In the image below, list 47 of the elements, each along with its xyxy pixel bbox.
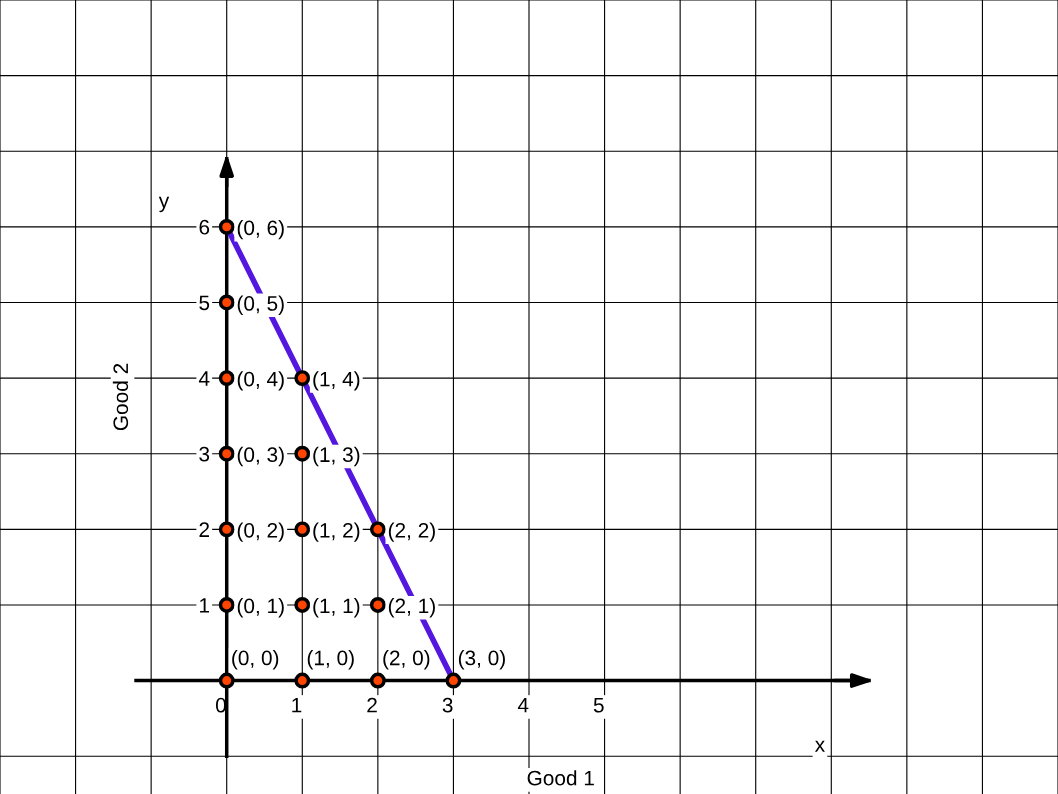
x-axis-title: Good 1 (527, 770, 594, 786)
data-label: (0, 3) (237, 446, 284, 467)
annotation: y (158, 196, 170, 213)
point (218, 445, 235, 462)
data-label: (1, 0) (307, 650, 354, 670)
data-label: (1, 2) (313, 522, 360, 542)
point (445, 672, 462, 689)
data-label: (0, 1) (237, 598, 284, 618)
data-label: (3, 0) (458, 650, 505, 670)
data-label: (0, 5) (237, 295, 284, 315)
point (218, 672, 235, 689)
point (369, 597, 386, 613)
y-tick-label: 2 (199, 522, 209, 537)
data-label: (0, 2) (237, 522, 284, 542)
point (218, 597, 235, 613)
y-tick-label: 4 (198, 371, 210, 386)
point (218, 521, 235, 538)
point (294, 521, 311, 538)
y-tick-label: 3 (199, 446, 210, 462)
data-label: (1, 3) (313, 446, 360, 467)
data-label: (0, 6) (237, 219, 284, 240)
x-tick-label: 5 (593, 698, 604, 713)
point (369, 521, 386, 538)
data-label: (2, 1) (388, 598, 435, 618)
data-label: (1, 4) (313, 371, 360, 391)
point (294, 370, 311, 387)
data-label: (1, 1) (313, 598, 360, 618)
x-tick-label: 1 (292, 698, 302, 713)
annotation: x (814, 740, 825, 752)
point (294, 445, 311, 462)
data-label: (2, 2) (388, 522, 435, 542)
x-tick-label: 4 (517, 698, 529, 713)
y-tick-label: 1 (200, 598, 210, 613)
x-tick-label: 2 (367, 697, 377, 713)
y-tick-label: 5 (199, 295, 210, 311)
data-label: (2, 0) (383, 650, 430, 670)
point (218, 294, 235, 311)
point (218, 218, 235, 235)
point (294, 597, 311, 613)
y-tick-label: 6 (199, 219, 210, 235)
point (294, 672, 311, 689)
point (369, 672, 386, 689)
data-label: (0, 0) (232, 650, 279, 670)
x-tick-label: 3 (442, 697, 453, 713)
point (218, 370, 235, 387)
y-axis-title: Good 2 (112, 363, 129, 431)
data-label: (0, 4) (237, 371, 284, 391)
